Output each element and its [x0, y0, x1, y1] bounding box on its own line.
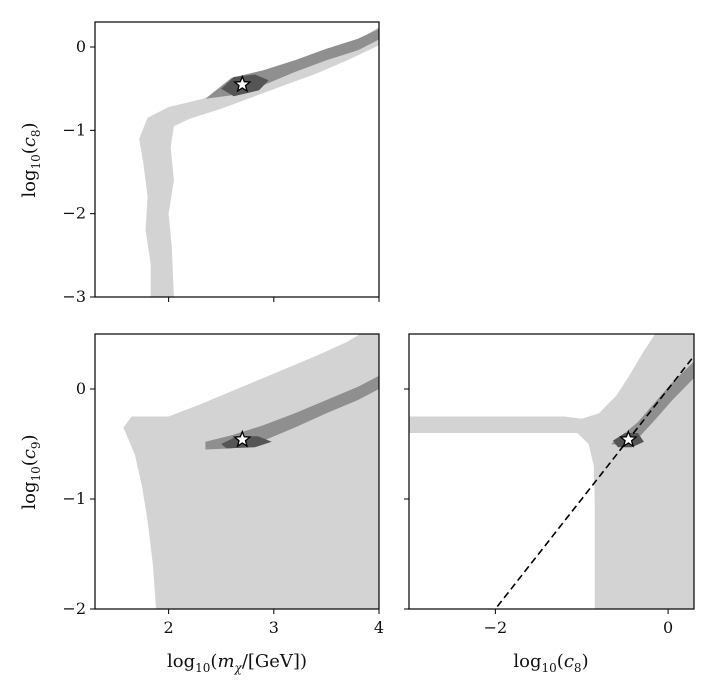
y-axis-label: log10(c9)	[19, 434, 43, 509]
y-tick-label: −1	[62, 489, 86, 508]
y-tick-label: 0	[76, 379, 86, 398]
y-tick-label: −2	[62, 599, 86, 618]
plot-frame	[94, 333, 380, 610]
x-tick-label: 4	[374, 618, 384, 637]
region-layer	[139, 27, 379, 297]
x-axis-label: log10(mχ/[GeV])	[167, 651, 307, 675]
y-tick-label: −1	[62, 120, 86, 139]
panel-mchi-vs-c9: 2 3 4 0 −1 −2 log10(c9) log10(mχ/[GeV])	[19, 333, 384, 675]
axis-ticks: −2 0	[404, 388, 673, 637]
axis-ticks: 0 −1 −2 −3	[62, 37, 380, 306]
best-fit-star-marker	[233, 74, 252, 93]
y-tick-label: −3	[62, 287, 86, 306]
plot-frame	[408, 333, 695, 610]
axis-ticks: 2 3 4 0 −1 −2	[62, 379, 384, 637]
y-tick-label: 0	[76, 37, 86, 56]
contour-region-outer	[123, 334, 379, 609]
panel-mchi-vs-c8: 0 −1 −2 −3 log10(c8)	[19, 21, 380, 306]
contour-region-middle	[205, 375, 379, 450]
best-fit-star-marker	[233, 429, 252, 448]
x-tick-label: 2	[164, 618, 174, 637]
x-tick-label: 3	[269, 618, 279, 637]
y-axis-label: log10(c8)	[19, 122, 43, 197]
region-layer	[123, 334, 379, 609]
contour-region-outer	[409, 334, 694, 609]
region-layer	[409, 334, 694, 609]
x-tick-label: −2	[484, 618, 508, 637]
plot-frame	[94, 21, 380, 298]
x-axis-label: log10(c8)	[513, 651, 588, 675]
contour-region-middle	[611, 361, 694, 447]
best-fit-star-marker	[619, 429, 638, 448]
y-tick-label: −2	[62, 204, 86, 223]
x-tick-label: 0	[663, 618, 673, 637]
contour-region-outer	[139, 27, 379, 297]
panel-c8-vs-c9: −2 0 log10(c8)	[404, 333, 695, 675]
